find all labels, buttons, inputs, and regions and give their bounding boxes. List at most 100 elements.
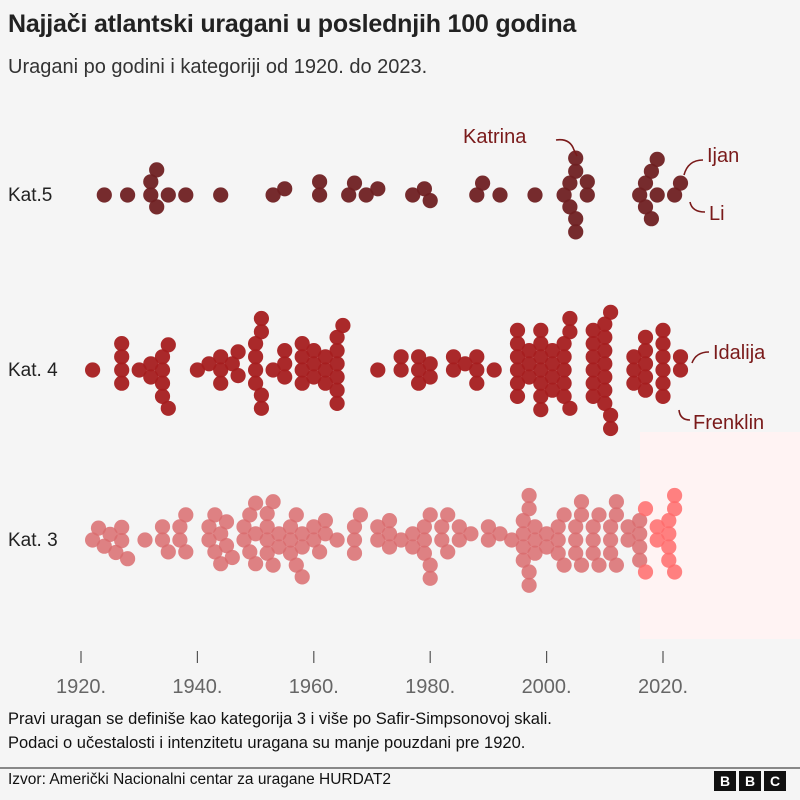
hurricane-dot	[568, 150, 584, 166]
annotation-frenklin: Frenklin	[693, 412, 764, 434]
hurricane-dot	[114, 533, 130, 549]
hurricane-dot	[422, 570, 438, 586]
hurricane-dot	[271, 526, 287, 542]
ijan-leader	[683, 159, 704, 176]
hurricane-dot	[294, 539, 310, 555]
hurricane-dot	[207, 507, 223, 523]
hurricane-dot	[661, 552, 677, 568]
hurricane-dot	[637, 564, 654, 580]
hurricane-dot	[248, 349, 264, 365]
footnote: Pravi uragan se definiše kao kategorija …	[8, 707, 552, 755]
hurricane-dot	[568, 545, 584, 561]
hurricane-dot	[562, 175, 578, 191]
hurricane-dot	[509, 349, 526, 365]
hurricane-dot	[259, 519, 275, 535]
hurricane-dot	[381, 513, 398, 529]
hurricane-dot	[608, 557, 625, 573]
hurricane-dot	[242, 507, 258, 523]
hurricane-dot	[585, 362, 601, 378]
hurricane-dot	[294, 375, 310, 391]
hurricane-dot	[649, 187, 665, 203]
hurricane-dot	[620, 532, 636, 548]
hurricane-dot	[655, 349, 671, 365]
hurricane-dot	[655, 375, 671, 391]
hurricane-dot	[608, 494, 625, 510]
hurricane-dot	[533, 388, 549, 404]
hurricane-dot	[143, 356, 159, 372]
hurricane-dot	[335, 317, 351, 334]
hurricane-dot	[585, 322, 601, 338]
hurricane-dot	[218, 514, 235, 530]
bbc-logo-b1: B	[714, 771, 736, 791]
hurricane-dot	[306, 343, 322, 359]
hurricane-dot	[306, 532, 322, 548]
hurricane-dot	[294, 569, 310, 585]
hurricane-dot	[236, 532, 252, 548]
hurricane-dot	[568, 211, 584, 227]
hurricane-dot	[597, 356, 613, 372]
hurricane-dot	[329, 329, 345, 345]
hurricane-dot	[277, 369, 293, 385]
hurricane-dot	[154, 519, 171, 535]
hurricane-dot	[521, 577, 537, 593]
hurricane-dot	[562, 199, 578, 215]
hurricane-dot	[667, 501, 683, 517]
hurricane-dot	[655, 322, 671, 338]
hurricane-dot	[568, 163, 584, 179]
hurricane-dot	[282, 532, 299, 548]
hurricane-dot	[172, 519, 188, 535]
annotation-li: Li	[709, 203, 725, 225]
hurricane-dot	[626, 375, 642, 391]
hurricane-dot	[312, 187, 328, 203]
hurricane-dot	[207, 544, 223, 560]
hurricane-dot	[277, 343, 293, 359]
hurricane-dot	[178, 544, 194, 560]
hurricane-dot	[661, 513, 677, 529]
hurricane-dot	[85, 362, 101, 378]
hurricane-dot	[480, 519, 496, 535]
hurricane-dot	[253, 324, 269, 340]
hurricane-dot	[469, 349, 485, 365]
hurricane-dot	[154, 375, 171, 391]
hurricane-dot	[515, 526, 531, 542]
hurricane-dot	[137, 532, 153, 548]
hurricane-dot	[341, 187, 357, 203]
hurricane-dot	[160, 400, 176, 416]
hurricane-dot	[603, 420, 619, 437]
hurricane-dot	[370, 181, 386, 197]
hurricane-dot	[550, 545, 566, 561]
hurricane-dot	[637, 369, 654, 385]
frenklin-leader	[678, 409, 691, 421]
hurricane-dot	[632, 539, 648, 555]
hurricane-dot	[597, 316, 613, 332]
hurricane-dot	[550, 519, 566, 535]
hurricane-dot	[585, 349, 601, 365]
hurricane-dot	[556, 388, 572, 404]
category-label-4: Kat. 4	[8, 360, 58, 381]
hurricane-dot	[632, 552, 648, 568]
hurricane-dot	[632, 187, 648, 203]
footnote-line-2: Podaci o učestalosti i intenzitetu uraga…	[8, 734, 526, 752]
hurricane-dot	[521, 356, 537, 372]
hurricane-dot	[637, 382, 654, 398]
hurricane-dot	[544, 369, 561, 385]
hurricane-dot	[282, 545, 299, 561]
hurricane-dot	[655, 336, 671, 352]
hurricane-dot	[527, 545, 543, 561]
hurricane-dot	[637, 175, 654, 191]
hurricane-dot	[556, 187, 572, 203]
hurricane-dot	[154, 532, 171, 548]
hurricane-dot	[637, 199, 654, 215]
hurricane-dot	[411, 362, 427, 378]
hurricane-dot	[637, 329, 654, 345]
hurricane-dot	[259, 545, 275, 561]
hurricane-dot	[317, 513, 333, 529]
hurricane-dot	[533, 375, 549, 391]
hurricane-dot	[521, 369, 537, 385]
hurricane-dot	[213, 375, 229, 391]
hurricane-dot	[405, 539, 421, 555]
annotation-katrina: Katrina	[463, 126, 527, 148]
hurricane-dot	[393, 362, 409, 378]
katrina-leader	[555, 138, 578, 157]
hurricane-dot	[573, 557, 590, 573]
